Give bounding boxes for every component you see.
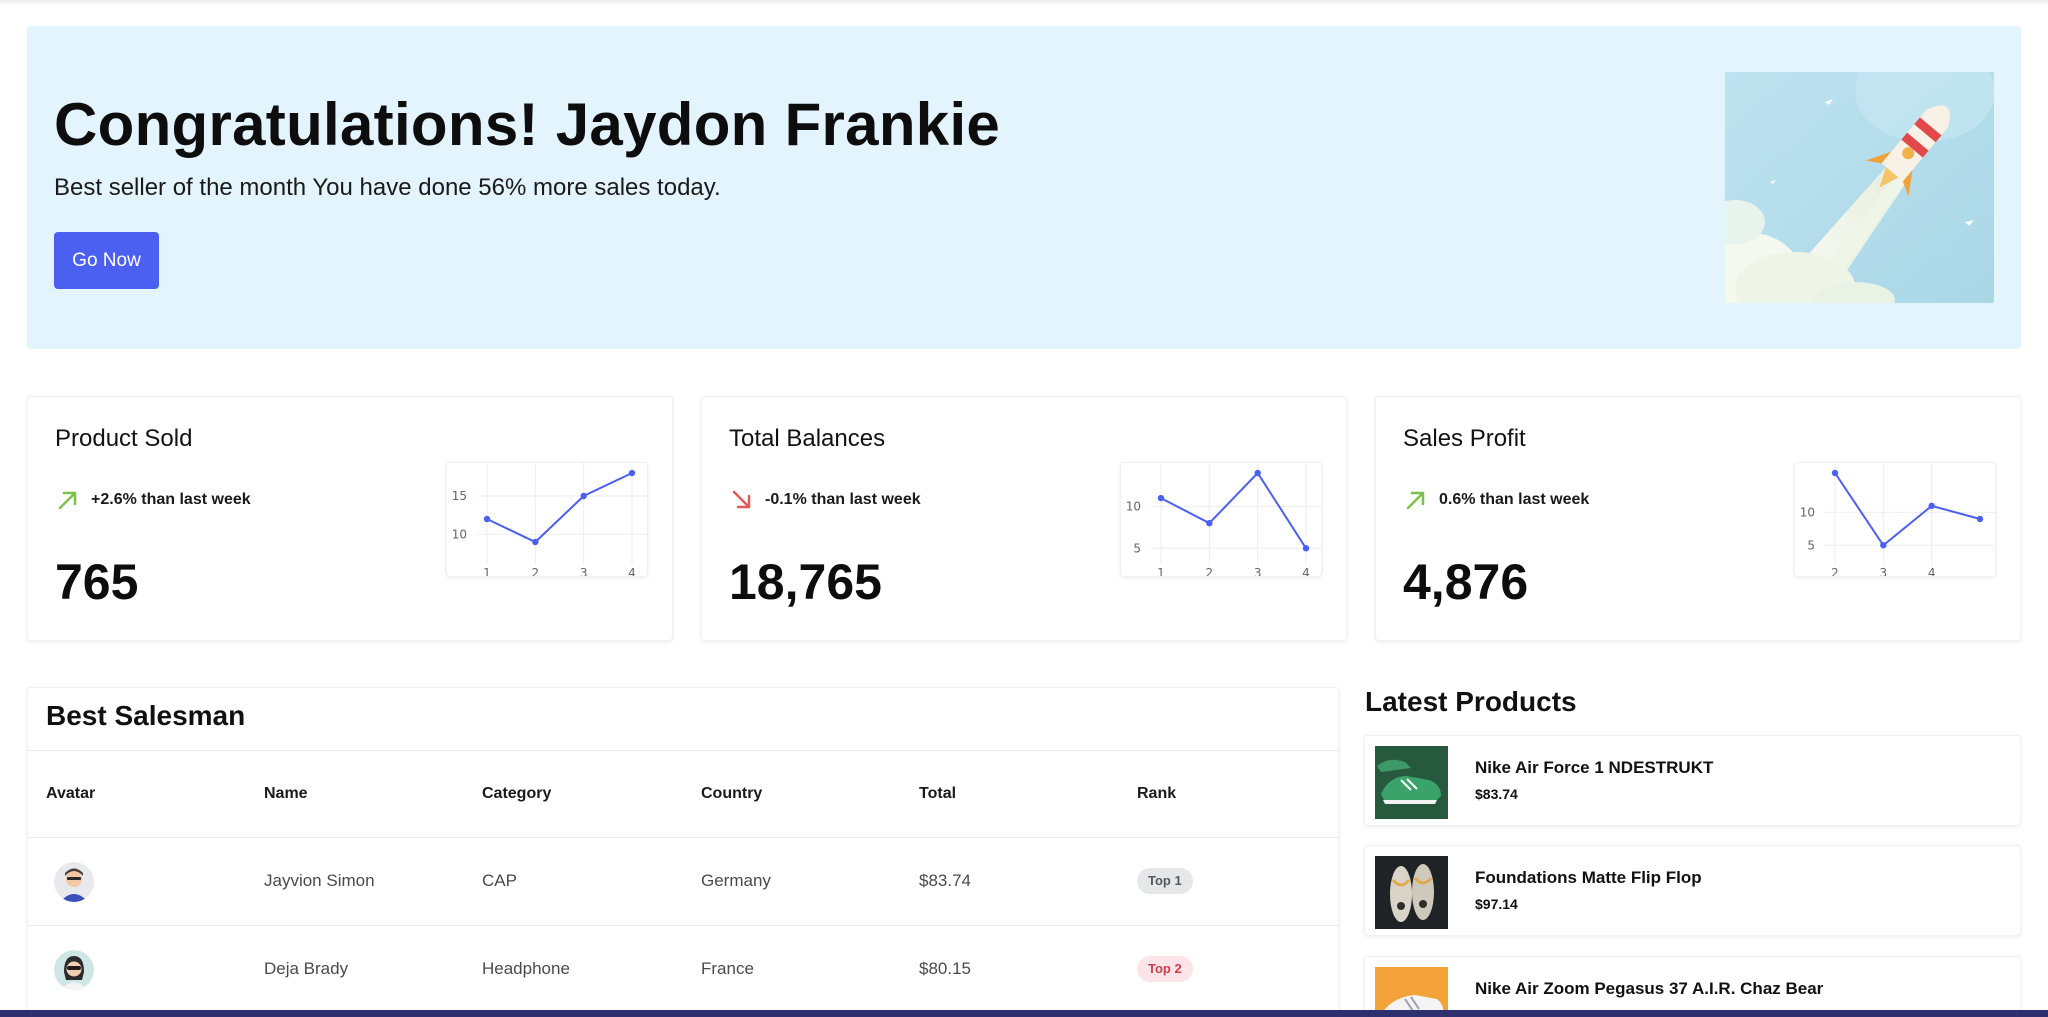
salesman-name: Deja Brady	[264, 959, 349, 978]
data-point	[1157, 494, 1165, 502]
table-row[interactable]: Jayvion Simon CAP Germany $83.74 Top 1	[28, 838, 1338, 926]
trend-down-icon	[729, 487, 755, 513]
trend-row: +2.6% than last week	[55, 487, 251, 513]
trend-text: -0.1% than last week	[765, 491, 921, 508]
welcome-banner: Congratulations! Jaydon Frankie Best sel…	[27, 26, 2021, 349]
data-point	[1831, 469, 1839, 477]
data-point	[580, 492, 587, 500]
trend-text: +2.6% than last week	[91, 491, 251, 508]
mini-line-chart: 5 10 2 3 4	[1794, 462, 1996, 577]
series-line	[1160, 471, 1307, 549]
rank-badge: Top 2	[1137, 956, 1193, 982]
x-tick-label: 1	[1157, 566, 1165, 577]
x-tick-label: 3	[1254, 566, 1262, 577]
data-point	[628, 469, 636, 477]
table-title: Best Salesman	[46, 700, 246, 731]
mini-line-chart: 10 15 1 2 3 4	[446, 462, 648, 577]
stat-card-total-balances: Total Balances -0.1% than last week 18,7…	[701, 396, 1347, 641]
avatar	[54, 862, 94, 902]
data-point	[1302, 545, 1310, 552]
stat-title: Product Sold	[55, 425, 193, 452]
product-item[interactable]: Nike Air Force 1 NDESTRUKT $83.74	[1364, 735, 2021, 826]
product-item[interactable]: Nike Air Zoom Pegasus 37 A.I.R. Chaz Bea…	[1364, 956, 2021, 1017]
product-item[interactable]: Foundations Matte Flip Flop $97.14	[1364, 845, 2021, 936]
salesman-country: Germany	[701, 871, 771, 890]
data-point	[1206, 519, 1213, 527]
top-shadow	[0, 0, 2048, 6]
product-image	[1375, 746, 1448, 819]
y-tick-label: 10	[1800, 505, 1815, 519]
trend-text: 0.6% than last week	[1439, 491, 1590, 508]
x-tick-label: 2	[1831, 566, 1839, 577]
mini-line-chart: 5 10 1 2 3 4	[1120, 462, 1322, 577]
data-point	[1880, 542, 1887, 549]
product-name: Nike Air Force 1 NDESTRUKT	[1475, 758, 1714, 777]
column-header-name[interactable]: Name	[264, 785, 308, 802]
x-tick-label: 1	[483, 566, 491, 577]
column-header-total[interactable]: Total	[919, 785, 957, 802]
banner-subtitle: Best seller of the month You have done 5…	[54, 174, 721, 201]
stat-card-sales-profit: Sales Profit 0.6% than last week 4,876 5…	[1375, 396, 2021, 641]
trend-row: -0.1% than last week	[729, 487, 921, 513]
y-tick-label: 15	[452, 489, 467, 503]
salesman-category: Headphone	[482, 959, 570, 978]
stat-value: 4,876	[1403, 554, 1529, 610]
stat-title: Sales Profit	[1403, 425, 1526, 452]
x-tick-label: 4	[1302, 566, 1310, 577]
product-name: Foundations Matte Flip Flop	[1475, 868, 1702, 887]
y-tick-label: 5	[1133, 541, 1141, 555]
series-line	[486, 472, 633, 544]
salesman-category: CAP	[482, 871, 517, 890]
column-header-country[interactable]: Country	[701, 785, 763, 802]
y-tick-label: 10	[1126, 499, 1141, 513]
rocket-illustration	[1725, 72, 1994, 303]
salesman-total: $80.15	[919, 959, 971, 978]
salesman-country: France	[701, 959, 754, 978]
banner-title: Congratulations! Jaydon Frankie	[54, 91, 1001, 158]
table-header: Avatar Name Category Country Total Rank	[28, 750, 1338, 838]
x-tick-label: 2	[532, 566, 540, 577]
best-salesman-table: Best Salesman Avatar Name Category Count…	[27, 687, 1339, 1017]
x-tick-label: 3	[1880, 566, 1888, 577]
trend-up-icon	[1403, 487, 1429, 513]
data-point	[1928, 502, 1935, 510]
x-tick-label: 2	[1206, 566, 1214, 577]
avatar	[54, 950, 94, 990]
column-header-avatar[interactable]: Avatar	[46, 785, 96, 802]
product-price: $97.14	[1475, 896, 1518, 912]
stat-card-product-sold: Product Sold +2.6% than last week 765 10…	[27, 396, 673, 641]
x-tick-label: 4	[1928, 566, 1936, 577]
stat-value: 765	[55, 554, 139, 610]
data-point	[1254, 469, 1261, 477]
trend-up-icon	[55, 487, 81, 513]
x-tick-label: 3	[580, 566, 588, 577]
x-tick-label: 4	[628, 566, 636, 577]
product-name: Nike Air Zoom Pegasus 37 A.I.R. Chaz Bea…	[1475, 979, 1824, 998]
salesman-name: Jayvion Simon	[264, 871, 375, 890]
y-tick-label: 5	[1807, 538, 1815, 552]
data-point	[483, 515, 491, 523]
stat-value: 18,765	[729, 554, 882, 610]
data-point	[1976, 515, 1984, 523]
salesman-total: $83.74	[919, 871, 971, 890]
product-image	[1375, 856, 1448, 929]
go-now-button[interactable]: Go Now	[54, 232, 159, 289]
bottom-bar	[0, 1010, 2048, 1017]
table-row[interactable]: Deja Brady Headphone France $80.15 Top 2	[28, 926, 1338, 1014]
latest-products-title: Latest Products	[1365, 686, 1577, 717]
trend-row: 0.6% than last week	[1403, 487, 1589, 513]
stat-title: Total Balances	[729, 425, 886, 452]
column-header-category[interactable]: Category	[482, 785, 552, 802]
series-line	[1834, 472, 1981, 547]
data-point	[532, 538, 539, 546]
rank-badge: Top 1	[1137, 868, 1193, 894]
product-price: $83.74	[1475, 786, 1518, 802]
y-tick-label: 10	[452, 527, 467, 541]
column-header-rank[interactable]: Rank	[1137, 785, 1177, 802]
